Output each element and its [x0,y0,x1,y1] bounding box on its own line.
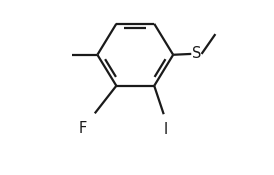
Text: S: S [192,46,201,61]
Text: F: F [79,121,87,136]
Text: I: I [163,122,167,137]
